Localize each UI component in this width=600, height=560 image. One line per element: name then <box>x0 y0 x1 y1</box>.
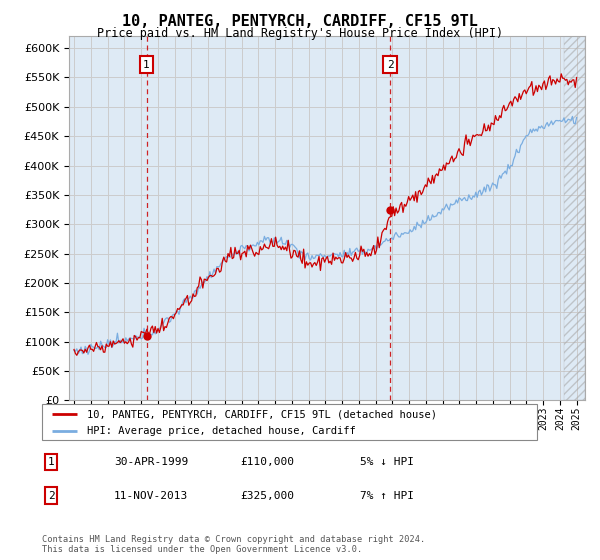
Text: 2: 2 <box>47 491 55 501</box>
Text: 11-NOV-2013: 11-NOV-2013 <box>114 491 188 501</box>
Text: HPI: Average price, detached house, Cardiff: HPI: Average price, detached house, Card… <box>86 426 355 436</box>
Text: 2: 2 <box>387 59 394 69</box>
Text: 5% ↓ HPI: 5% ↓ HPI <box>360 457 414 467</box>
Text: £110,000: £110,000 <box>240 457 294 467</box>
Text: Contains HM Land Registry data © Crown copyright and database right 2024.
This d: Contains HM Land Registry data © Crown c… <box>42 535 425 554</box>
Text: 1: 1 <box>143 59 150 69</box>
Text: 10, PANTEG, PENTYRCH, CARDIFF, CF15 9TL (detached house): 10, PANTEG, PENTYRCH, CARDIFF, CF15 9TL … <box>86 409 437 419</box>
Text: 7% ↑ HPI: 7% ↑ HPI <box>360 491 414 501</box>
Text: £325,000: £325,000 <box>240 491 294 501</box>
Text: 10, PANTEG, PENTYRCH, CARDIFF, CF15 9TL: 10, PANTEG, PENTYRCH, CARDIFF, CF15 9TL <box>122 14 478 29</box>
Text: 30-APR-1999: 30-APR-1999 <box>114 457 188 467</box>
FancyBboxPatch shape <box>42 404 537 440</box>
Text: 1: 1 <box>47 457 55 467</box>
Text: Price paid vs. HM Land Registry's House Price Index (HPI): Price paid vs. HM Land Registry's House … <box>97 27 503 40</box>
